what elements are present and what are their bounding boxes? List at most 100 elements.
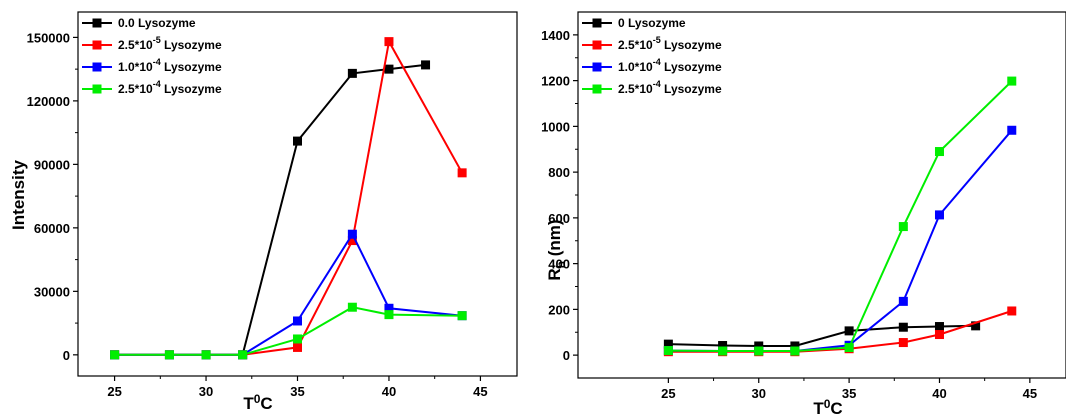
legend-marker [592, 18, 602, 28]
data-point [718, 341, 728, 351]
legend-marker [592, 40, 602, 50]
data-point [384, 310, 394, 320]
data-point [754, 346, 764, 356]
y-axis-title: Rh (nm) [545, 219, 568, 280]
x-tick-label: 30 [199, 384, 213, 399]
legend: 0 Lysozyme 2.5*10-5 Lysozyme 1.0*10-4 Lyso… [582, 16, 722, 96]
y-tick-label: 0 [563, 348, 570, 363]
data-point [164, 350, 174, 360]
series-4 [110, 302, 467, 360]
legend-label: 0.0 Lysozyme [118, 16, 196, 30]
x-tick-label: 25 [661, 386, 675, 401]
series-line [668, 129, 1013, 352]
data-point [934, 147, 944, 157]
legend-label: 2.5*10-5 Lysozyme [118, 35, 222, 52]
y-tick-label: 150000 [27, 30, 70, 45]
legend-marker [592, 62, 602, 72]
data-point [238, 350, 248, 360]
data-point [293, 342, 302, 352]
data-point [384, 64, 394, 74]
y-tick-label: 1400 [541, 28, 570, 43]
data-point [457, 168, 467, 178]
data-point [201, 350, 211, 360]
x-tick-label: 45 [1023, 386, 1037, 401]
data-point [898, 222, 908, 232]
series-1 [663, 321, 981, 351]
data-point [457, 311, 467, 321]
series-line [114, 306, 463, 356]
legend-label: 2.5*10-4 Lysozyme [118, 79, 222, 96]
data-point [663, 339, 673, 349]
legend-marker [92, 84, 102, 94]
legend-marker [92, 40, 102, 50]
y-tick-label: 1200 [541, 74, 570, 89]
x-tick-label: 30 [752, 386, 766, 401]
series-4 [663, 76, 1017, 356]
data-point [718, 346, 728, 356]
data-point [347, 302, 357, 312]
data-point [790, 346, 800, 356]
legend-marker [92, 18, 102, 28]
y-tick-label: 120000 [27, 94, 70, 109]
data-point [844, 343, 854, 353]
data-point [293, 316, 302, 326]
legend-label: 0 Lysozyme [618, 16, 686, 30]
data-point [347, 68, 357, 78]
legend-label: 1.0*10-4 Lysozyme [618, 57, 722, 74]
data-point [384, 303, 394, 313]
x-tick-label: 45 [473, 384, 487, 399]
data-point [898, 296, 908, 306]
y-tick-label: 60000 [34, 221, 70, 236]
data-point [898, 322, 908, 332]
data-point [384, 37, 394, 47]
x-axis-title: T0C [813, 397, 842, 416]
data-point [790, 341, 800, 351]
x-tick-label: 40 [382, 384, 396, 399]
data-point [1007, 125, 1017, 135]
y-tick-label: 30000 [34, 284, 70, 299]
data-point [663, 346, 673, 356]
x-tick-label: 25 [107, 384, 121, 399]
legend-label: 2.5*10-4 Lysozyme [618, 79, 722, 96]
series-1 [110, 60, 431, 360]
legend-label: 2.5*10-5 Lysozyme [618, 35, 722, 52]
x-tick-label: 40 [932, 386, 946, 401]
data-point [754, 341, 764, 351]
x-axis-title: T0C [243, 392, 272, 413]
legend-marker [92, 62, 102, 72]
y-tick-label: 1000 [541, 119, 570, 134]
x-tick-label: 35 [842, 386, 856, 401]
data-point [110, 350, 120, 360]
series-line [668, 324, 976, 347]
y-tick-label: 0 [63, 348, 70, 363]
data-point [898, 338, 908, 348]
series-line [114, 232, 463, 356]
x-tick-label: 35 [290, 384, 304, 399]
y-axis-title: Intensity [9, 160, 28, 230]
data-point [1007, 76, 1017, 86]
data-point [347, 229, 357, 239]
data-point [347, 236, 357, 246]
y-tick-label: 600 [548, 211, 570, 226]
y-tick-label: 800 [548, 165, 570, 180]
legend: 0.0 Lysozyme 2.5*10-5 Lysozyme 1.0*10-4 Ly… [82, 16, 222, 96]
legend-marker [592, 84, 602, 94]
y-tick-label: 90000 [34, 157, 70, 172]
series-3 [663, 125, 1017, 356]
series-3 [110, 229, 467, 360]
data-point [934, 322, 944, 332]
y-tick-label: 200 [548, 302, 570, 317]
data-point [844, 326, 854, 336]
data-point [934, 330, 944, 340]
data-point [934, 210, 944, 220]
y-tick-label: 400 [548, 257, 570, 272]
series-line [114, 63, 426, 356]
data-point [421, 60, 431, 70]
chart-2: 25 30 35 40 45 0 200 400 600 800 1000 1200 1400 T0C Rh… [541, 11, 1066, 416]
data-point [293, 334, 302, 344]
series-line [668, 80, 1013, 352]
data-point [971, 321, 981, 331]
data-point [293, 136, 302, 146]
legend-label: 1.0*10-4 Lysozyme [118, 57, 222, 74]
